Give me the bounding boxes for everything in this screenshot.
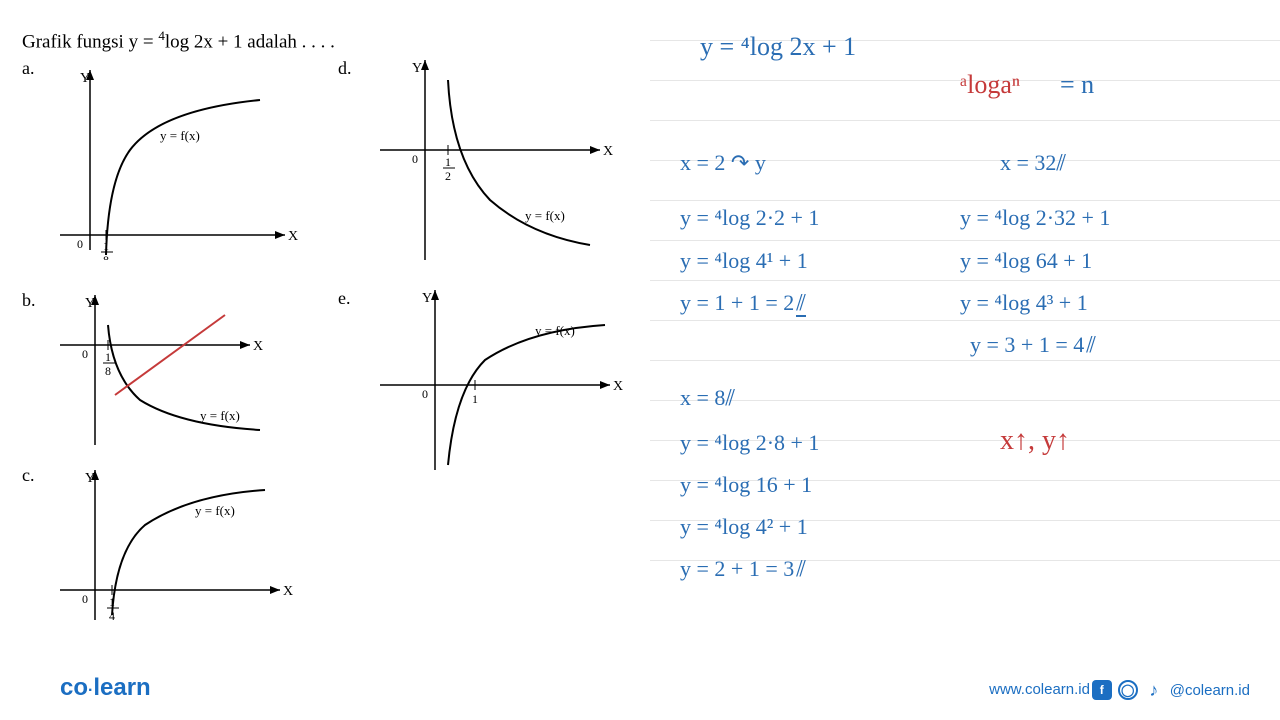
origin-label: 0 [422,387,428,401]
option-d-label: d. [338,58,352,79]
hand-x2-2: y = ⁴log 2·2 + 1 [680,205,819,231]
footer-link[interactable]: www.colearn.id [989,681,1090,698]
origin-label: 0 [82,592,88,606]
axis-y-label: Y [412,61,422,76]
hand-rule-lhs: ᵃlogaⁿ [960,70,1020,100]
option-a-label: a. [22,58,35,79]
hand-x8-1: x = 8⫽ [680,385,735,411]
question-text: Grafik fungsi y = 4log 2x + 1 adalah . .… [22,28,335,53]
origin-label: 0 [77,237,83,251]
axis-x-label: X [603,144,613,159]
axis-x-label: X [288,229,298,244]
question-suffix: log 2x + 1 adalah . . . . [165,31,335,52]
tick-num: 1 [105,350,111,364]
axis-y-label: Y [422,291,432,306]
tick-num: 1 [445,155,451,169]
instagram-icon[interactable]: ◯ [1118,680,1138,700]
facebook-icon[interactable]: f [1092,680,1112,700]
hand-x32-5: y = 3 + 1 = 4⫽ [970,332,1096,358]
origin-label: 0 [82,347,88,361]
graph-c: Y X 0 1 4 y = f(x) [50,460,300,630]
hand-x8-2: y = ⁴log 2·8 + 1 [680,430,819,456]
hand-x2-1: x = 2 ↷ y [680,150,766,176]
hand-x32-2: y = ⁴log 2·32 + 1 [960,205,1110,231]
hand-title: y = ⁴log 2x + 1 [700,32,856,62]
fn-label: y = f(x) [195,503,235,518]
hand-x2-3: y = ⁴log 4¹ + 1 [680,248,808,274]
brand-logo: co·learn [60,674,151,702]
hand-x8-4: y = ⁴log 4² + 1 [680,514,808,540]
graph-d: Y X 0 1 2 y = f(x) [370,50,620,270]
graph-b: Y X 0 1 8 y = f(x) [50,285,300,455]
footer-social: f ◯ ♪ @colearn.id [1092,680,1250,700]
question-prefix: Grafik fungsi y = [22,31,158,52]
fn-label: y = f(x) [200,408,240,423]
tick-den: 8 [105,364,111,378]
social-handle: @colearn.id [1170,682,1250,699]
hand-x32-1: x = 32⫽ [1000,150,1066,176]
fn-label: y = f(x) [160,128,200,143]
hand-x32-4: y = ⁴log 4³ + 1 [960,290,1088,316]
tick-label: 1 [472,392,478,406]
graph-a: Y X 0 1 8 y = f(x) [50,60,300,260]
option-b-label: b. [22,290,36,311]
axis-y-label: Y [85,296,95,311]
origin-label: 0 [412,152,418,166]
hand-x8-3: y = ⁴log 16 + 1 [680,472,812,498]
fn-label: y = f(x) [535,323,575,338]
tick-den: 2 [445,169,451,183]
hand-x2-4: y = 1 + 1 = 2⫽ [680,290,806,316]
logo-co: co [60,674,88,701]
option-c-label: c. [22,465,35,486]
option-e-label: e. [338,288,351,309]
hand-arrows: x↑, y↑ [1000,425,1070,457]
footer: co·learn www.colearn.id f ◯ ♪ @colearn.i… [0,672,1280,702]
hand-x8-5: y = 2 + 1 = 3⫽ [680,556,806,582]
axis-x-label: X [613,379,623,394]
hand-x32-3: y = ⁴log 64 + 1 [960,248,1092,274]
axis-x-label: X [253,339,263,354]
logo-learn: learn [93,674,150,701]
tiktok-icon[interactable]: ♪ [1144,680,1164,700]
axis-y-label: Y [80,71,90,86]
axis-x-label: X [283,584,293,599]
axis-y-label: Y [85,471,95,486]
fn-label: y = f(x) [525,208,565,223]
hand-rule-rhs: = n [1060,70,1094,100]
graph-e: Y X 0 1 y = f(x) [370,280,630,480]
